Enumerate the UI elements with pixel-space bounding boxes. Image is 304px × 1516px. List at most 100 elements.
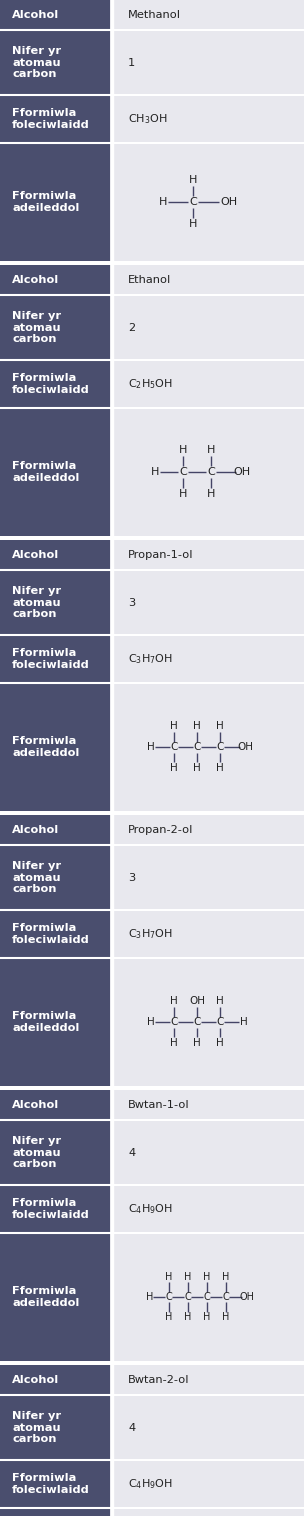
- Text: Fformiwla
adeileddol: Fformiwla adeileddol: [12, 1011, 80, 1032]
- Text: C$_3$H$_7$OH: C$_3$H$_7$OH: [128, 652, 173, 666]
- Text: H: H: [147, 741, 155, 752]
- Text: H: H: [193, 763, 201, 773]
- Text: OH: OH: [237, 741, 253, 752]
- Bar: [0, 570, 111, 635]
- Text: H: H: [216, 722, 224, 731]
- Text: H: H: [184, 1272, 191, 1283]
- Text: Bwtan-1-ol: Bwtan-1-ol: [128, 1101, 190, 1110]
- Text: CH$_3$OH: CH$_3$OH: [128, 112, 168, 126]
- Text: 4: 4: [128, 1148, 135, 1158]
- Text: H: H: [216, 996, 224, 1007]
- Bar: [0, 0, 111, 30]
- Bar: [0, 958, 111, 1085]
- Bar: [113, 1395, 304, 1460]
- Bar: [0, 684, 111, 811]
- Text: H: H: [203, 1272, 210, 1283]
- Bar: [0, 844, 111, 910]
- Text: 4: 4: [128, 1422, 135, 1433]
- Text: C: C: [216, 1017, 224, 1026]
- Text: H: H: [170, 763, 178, 773]
- Bar: [0, 1460, 111, 1508]
- Bar: [113, 540, 304, 570]
- Text: C: C: [179, 467, 187, 478]
- Text: Fformiwla
adeileddol: Fformiwla adeileddol: [12, 191, 80, 212]
- Text: C: C: [184, 1292, 191, 1302]
- Text: Fformiwla
foleciwlaidd: Fformiwla foleciwlaidd: [12, 108, 90, 130]
- Text: Alcohol: Alcohol: [12, 550, 59, 559]
- Text: 3: 3: [128, 597, 135, 608]
- Text: Fformiwla
foleciwlaidd: Fformiwla foleciwlaidd: [12, 1474, 90, 1495]
- Text: C: C: [170, 1017, 178, 1026]
- Text: C$_4$H$_9$OH: C$_4$H$_9$OH: [128, 1477, 173, 1490]
- Bar: [113, 570, 304, 635]
- Bar: [113, 0, 304, 30]
- Text: H: H: [146, 1292, 153, 1302]
- Bar: [0, 816, 111, 844]
- Text: H: H: [151, 467, 159, 478]
- Bar: [0, 265, 111, 296]
- Text: C: C: [193, 1017, 201, 1026]
- Text: H: H: [165, 1272, 172, 1283]
- Bar: [113, 359, 304, 408]
- Text: C: C: [170, 741, 178, 752]
- Text: Nifer yr
atomau
carbon: Nifer yr atomau carbon: [12, 311, 61, 344]
- Text: Fformiwla
foleciwlaidd: Fformiwla foleciwlaidd: [12, 373, 90, 394]
- Text: Nifer yr
atomau
carbon: Nifer yr atomau carbon: [12, 585, 61, 619]
- Bar: [113, 296, 304, 359]
- Bar: [113, 1508, 304, 1516]
- Text: H: H: [193, 722, 201, 731]
- Text: Fformiwla
foleciwlaidd: Fformiwla foleciwlaidd: [12, 1198, 90, 1220]
- Text: Fformiwla
foleciwlaidd: Fformiwla foleciwlaidd: [12, 649, 90, 670]
- Text: C$_3$H$_7$OH: C$_3$H$_7$OH: [128, 928, 173, 941]
- Text: H: H: [170, 996, 178, 1007]
- Text: C: C: [222, 1292, 229, 1302]
- Text: Nifer yr
atomau
carbon: Nifer yr atomau carbon: [12, 861, 61, 894]
- Text: H: H: [179, 446, 187, 455]
- Text: H: H: [170, 722, 178, 731]
- Text: H: H: [207, 490, 215, 499]
- Text: OH: OH: [189, 996, 205, 1007]
- Bar: [113, 1186, 304, 1233]
- Bar: [113, 1090, 304, 1120]
- Bar: [113, 96, 304, 143]
- Text: Ethanol: Ethanol: [128, 274, 171, 285]
- Text: H: H: [207, 446, 215, 455]
- Text: H: H: [170, 1038, 178, 1048]
- Text: H: H: [147, 1017, 155, 1026]
- Bar: [0, 1395, 111, 1460]
- Text: Alcohol: Alcohol: [12, 825, 59, 835]
- Bar: [113, 30, 304, 96]
- Text: Fformiwla
foleciwlaidd: Fformiwla foleciwlaidd: [12, 923, 90, 944]
- Text: Alcohol: Alcohol: [12, 1375, 59, 1386]
- Text: C$_2$H$_5$OH: C$_2$H$_5$OH: [128, 377, 173, 391]
- Text: 2: 2: [128, 323, 135, 332]
- Bar: [0, 1233, 111, 1361]
- Bar: [113, 1233, 304, 1361]
- Bar: [0, 408, 111, 537]
- Text: Bwtan-2-ol: Bwtan-2-ol: [128, 1375, 190, 1386]
- Text: C: C: [193, 741, 201, 752]
- Bar: [0, 359, 111, 408]
- Text: 1: 1: [128, 58, 135, 68]
- Bar: [113, 910, 304, 958]
- Bar: [113, 408, 304, 537]
- Text: Nifer yr
atomau
carbon: Nifer yr atomau carbon: [12, 45, 61, 79]
- Text: H: H: [216, 1038, 224, 1048]
- Text: Nifer yr
atomau
carbon: Nifer yr atomau carbon: [12, 1411, 61, 1445]
- Bar: [0, 1364, 111, 1395]
- Text: Propan-1-ol: Propan-1-ol: [128, 550, 194, 559]
- Text: H: H: [189, 218, 197, 229]
- Text: H: H: [179, 490, 187, 499]
- Bar: [0, 540, 111, 570]
- Text: Alcohol: Alcohol: [12, 1101, 59, 1110]
- Bar: [0, 910, 111, 958]
- Text: H: H: [203, 1311, 210, 1322]
- Bar: [113, 1364, 304, 1395]
- Bar: [0, 296, 111, 359]
- Text: C: C: [207, 467, 215, 478]
- Bar: [113, 1460, 304, 1508]
- Text: H: H: [159, 197, 168, 208]
- Text: Fformiwla
adeileddol: Fformiwla adeileddol: [12, 461, 80, 482]
- Text: Alcohol: Alcohol: [12, 274, 59, 285]
- Bar: [0, 143, 111, 261]
